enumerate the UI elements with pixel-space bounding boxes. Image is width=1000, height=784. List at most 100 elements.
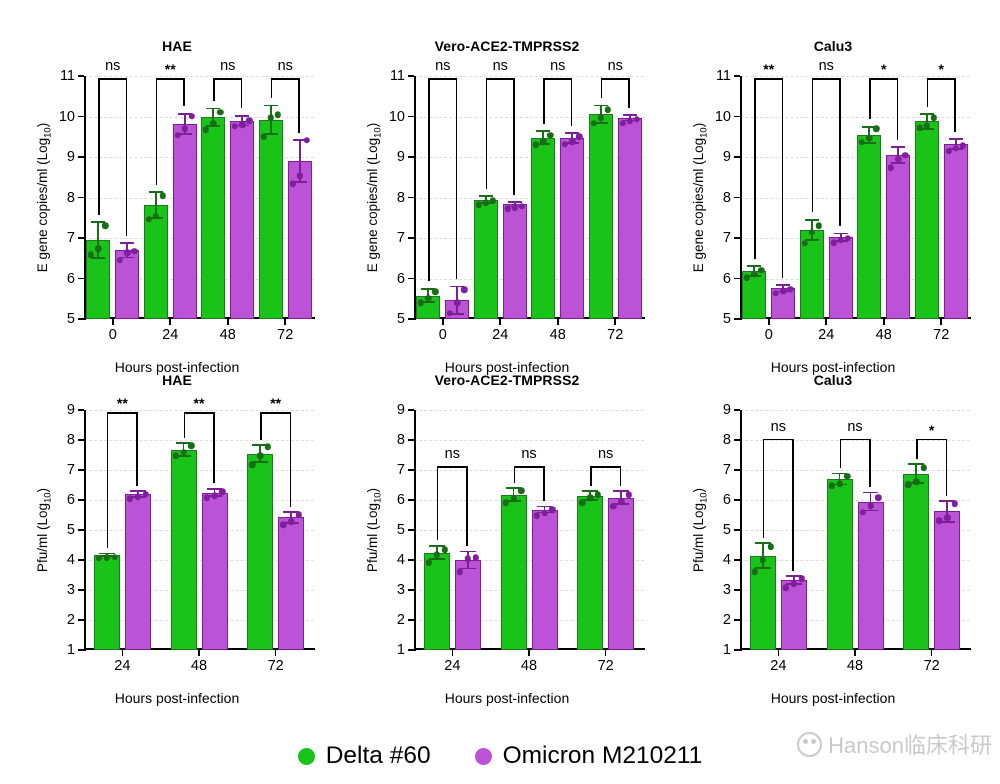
y-tick-label: 6 <box>66 492 75 508</box>
significance-label: ns <box>492 58 508 75</box>
error-bar-stem <box>105 553 108 556</box>
error-bar-cap-lower <box>177 133 192 135</box>
x-tick <box>499 319 502 325</box>
bar-omicron <box>560 137 585 319</box>
legend-label-delta: Delta #60 <box>325 742 431 769</box>
data-point-omicron <box>289 180 296 187</box>
bracket-top-line <box>926 78 956 80</box>
bracket-leg-left <box>754 78 756 260</box>
bar-delta <box>247 453 274 650</box>
data-point-omicron <box>246 117 253 124</box>
data-point-delta <box>441 546 448 553</box>
y-tick-label: 7 <box>722 230 731 246</box>
gridline <box>414 76 644 77</box>
gridline <box>84 410 314 411</box>
error-bar-cap-upper <box>99 552 115 555</box>
plot-area-calu3-egene: 5 6 7 8 9 10 11 0 ** 24 ns 48 * 72 * <box>715 58 971 343</box>
bracket-leg-right <box>298 78 300 133</box>
data-point-delta <box>866 134 873 142</box>
data-point-delta <box>202 126 210 134</box>
x-tick-label: 72 <box>923 658 940 674</box>
error-bar-stem <box>571 133 574 143</box>
data-point-omicron <box>790 580 798 587</box>
bracket-top-line <box>106 412 138 414</box>
data-point-omicron <box>875 494 882 502</box>
gridline <box>740 470 970 471</box>
error-bar-stem <box>241 115 244 126</box>
bracket-leg-left <box>106 412 109 548</box>
bar-omicron <box>124 494 151 650</box>
significance-label: ** <box>270 395 282 412</box>
bracket-leg-right <box>839 78 841 227</box>
significance-label: ns <box>277 58 293 75</box>
data-point-delta <box>518 487 525 494</box>
data-point-delta <box>801 240 808 247</box>
gridline <box>414 560 644 561</box>
y-tick <box>734 499 740 501</box>
y-tick-label: 2 <box>396 612 405 628</box>
bracket-leg-right <box>619 466 622 486</box>
y-axis-label-vero-egene: E gene copies/ml (Log10) <box>365 122 384 273</box>
bracket-leg-right <box>212 412 215 484</box>
x-tick <box>284 319 287 325</box>
y-tick <box>734 469 740 471</box>
y-axis-line <box>84 410 86 651</box>
y-tick-label: 5 <box>722 311 731 327</box>
y-tick-label: 9 <box>396 149 405 165</box>
y-tick <box>408 529 414 531</box>
y-tick-label: 1 <box>396 642 405 658</box>
gridline <box>740 590 970 591</box>
x-axis-line <box>740 317 971 319</box>
data-point-delta <box>152 212 159 220</box>
panel-title-hae-egene: HAE <box>162 38 192 54</box>
bar-delta <box>903 473 930 650</box>
data-point-delta <box>758 267 765 274</box>
bracket-leg-left <box>590 466 592 486</box>
data-point-omicron <box>231 122 239 130</box>
panel-title-vero-egene: Vero-ACE2-TMPRSS2 <box>434 38 580 54</box>
data-point-omicron <box>287 518 295 526</box>
gridline <box>414 590 644 591</box>
y-tick <box>734 75 740 77</box>
y-tick <box>78 277 84 280</box>
data-point-delta <box>905 481 912 488</box>
bar-delta <box>588 114 613 319</box>
error-bar-delta <box>84 76 314 319</box>
y-tick-label: 4 <box>66 552 75 568</box>
gridline <box>740 560 970 561</box>
data-point-delta <box>836 480 843 487</box>
y-tick <box>734 115 740 118</box>
significance-label: ns <box>105 58 121 75</box>
bar-omicron <box>278 517 305 650</box>
y-tick-label: 8 <box>396 432 405 448</box>
x-axis-label-calu3-pfu: Hours post-infection <box>770 690 896 706</box>
legend-item-omicron: Omicron M210211 <box>474 742 702 770</box>
x-tick <box>825 319 828 325</box>
y-tick <box>78 75 84 77</box>
x-tick-label: 24 <box>114 658 131 674</box>
data-point-delta <box>159 192 167 200</box>
x-tick <box>441 319 444 325</box>
chart-panel-vero-pfu: Vero-ACE2-TMPRSS2 Pfu/ml (Log10) Hours pos… <box>352 372 662 706</box>
y-tick-label: 8 <box>66 432 75 448</box>
y-tick-label: 5 <box>396 522 405 538</box>
y-tick <box>734 589 740 591</box>
y-axis-line <box>740 76 742 320</box>
error-bar-stem <box>620 491 623 505</box>
error-bar-cap-upper <box>292 139 307 141</box>
data-point-omicron <box>124 249 131 256</box>
bracket-top-line <box>260 412 292 414</box>
error-bar-cap-upper <box>177 112 192 115</box>
error-bar-cap-upper <box>536 130 551 132</box>
bracket-leg-left <box>183 412 186 438</box>
plot-area-hae-egene: 5 6 7 8 9 10 11 0 ns 24 ** 48 ns 72 ns <box>59 58 315 343</box>
error-bar-stem <box>915 464 918 484</box>
y-tick <box>408 439 414 441</box>
bracket-top-line <box>811 78 841 80</box>
error-bar-cap-upper <box>536 505 553 508</box>
error-bar-omicron <box>84 76 314 319</box>
bracket-top-line <box>183 412 215 414</box>
bracket-leg-right <box>240 78 243 109</box>
y-axis-label-hae-pfu: Pfu/ml (Log10) <box>35 487 54 573</box>
error-bar-stem <box>183 113 186 134</box>
